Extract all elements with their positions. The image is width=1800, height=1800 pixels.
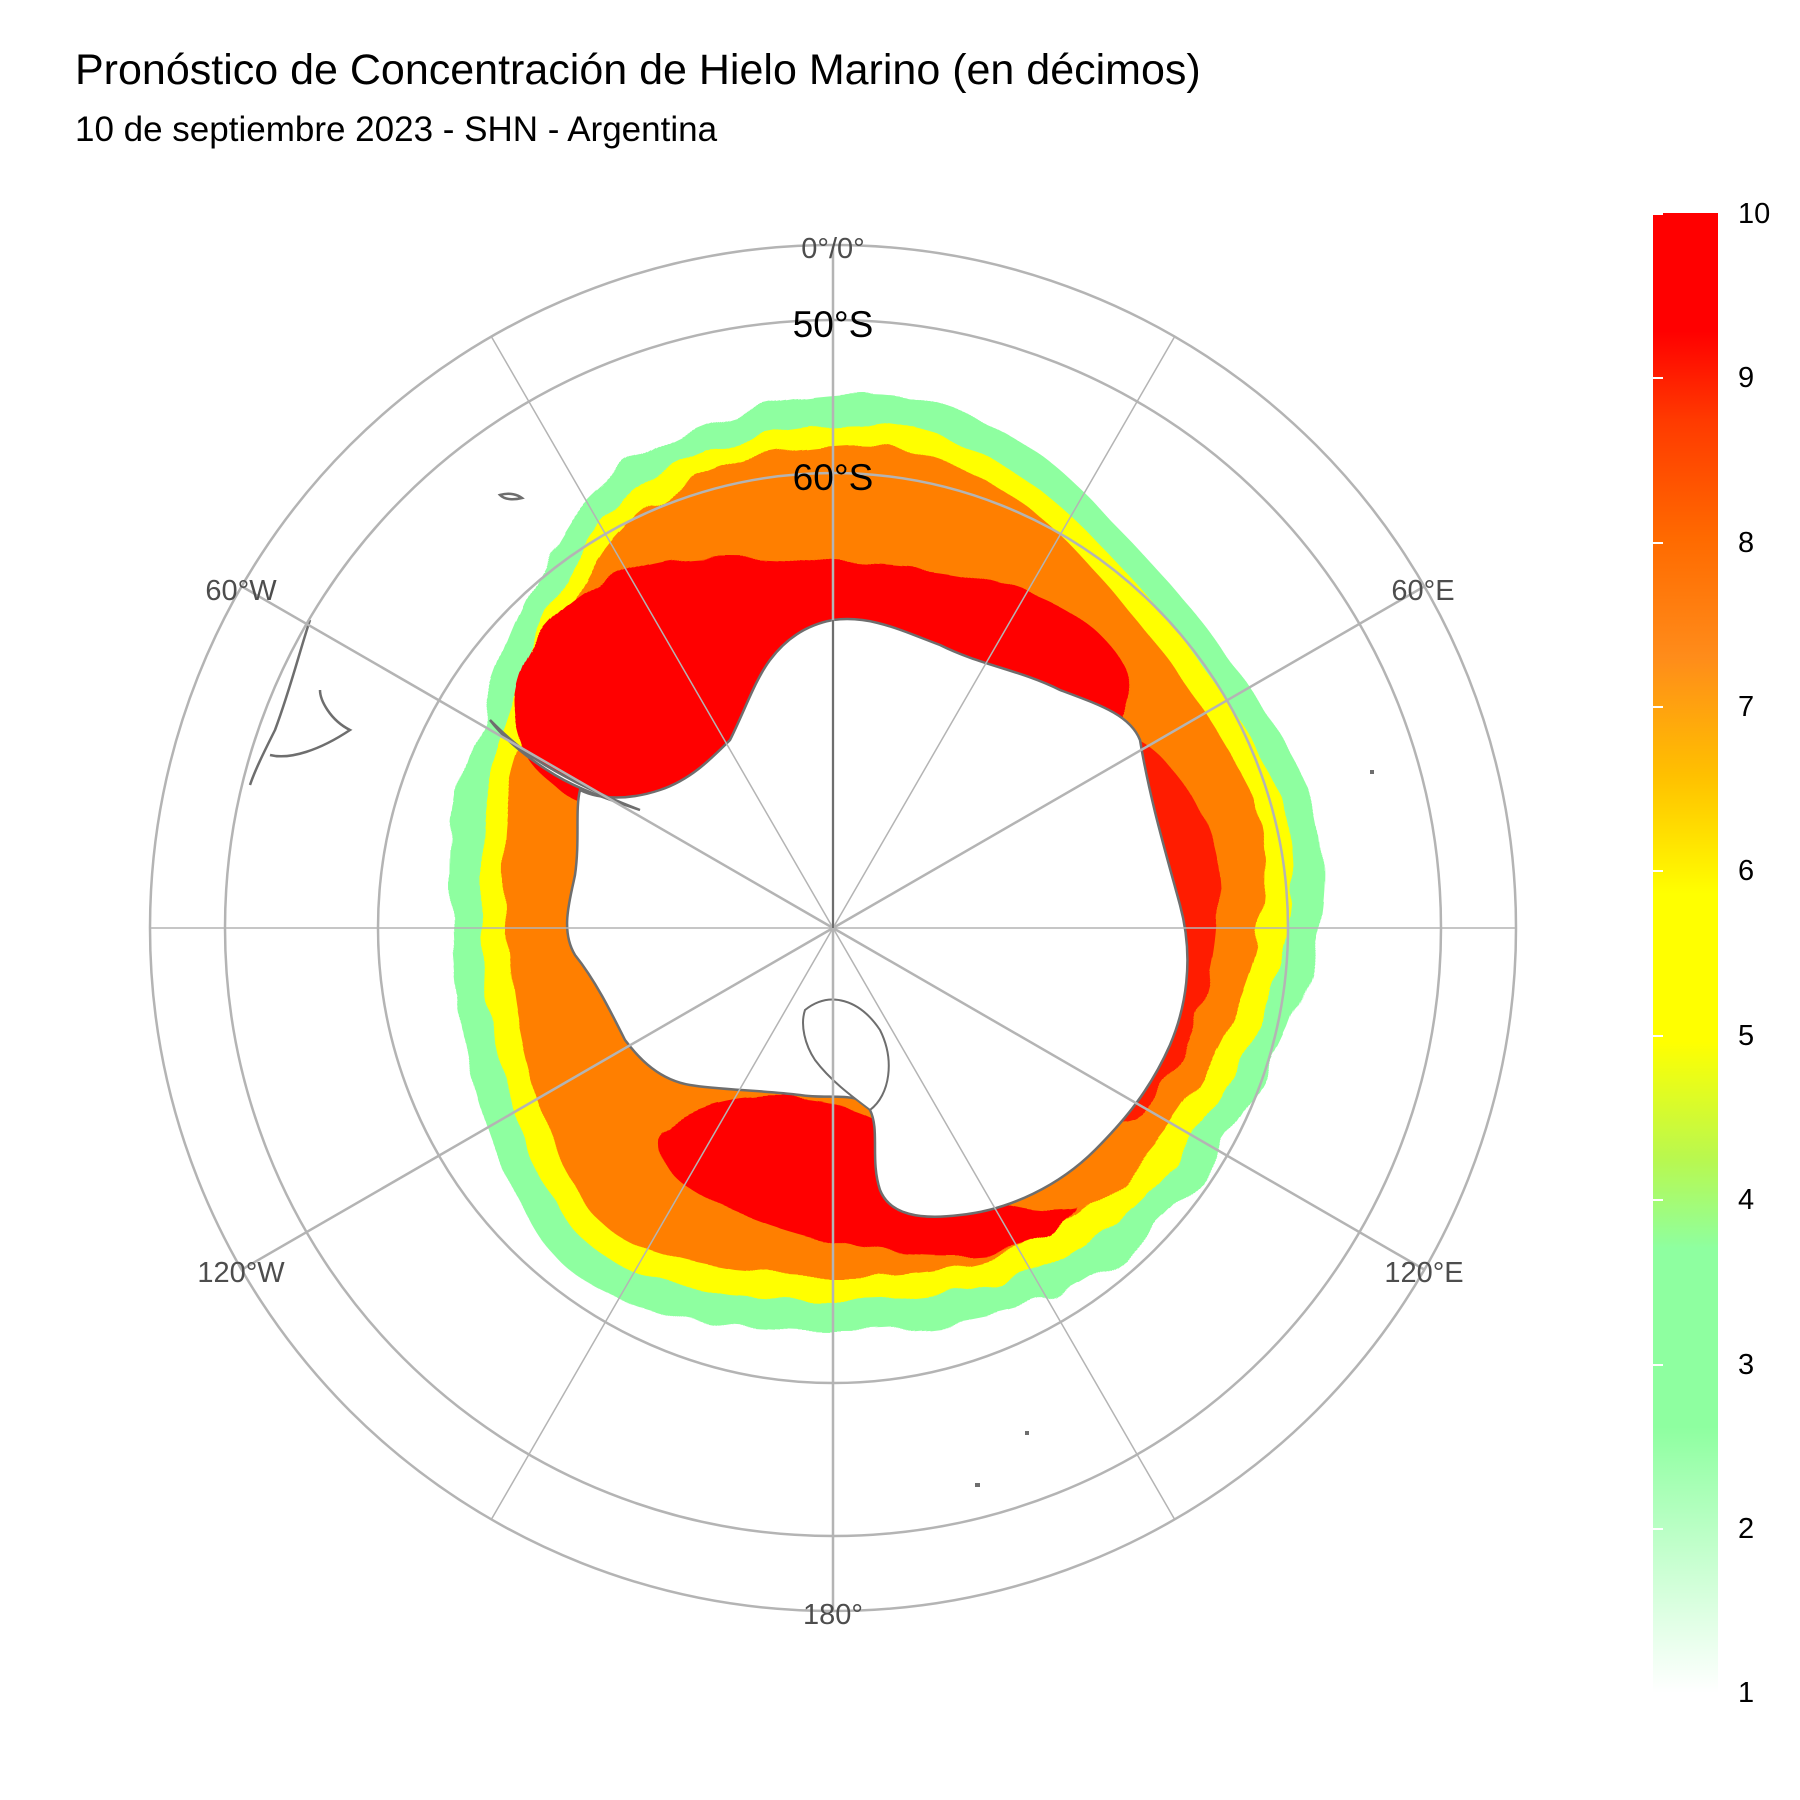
antarctica-continent (565, 617, 1189, 1218)
meridian-30e (832, 335, 1176, 929)
legend-tick-mark (1653, 1199, 1663, 1201)
lon-label-0: 0°/0° (801, 233, 865, 265)
legend-tick-mark (1653, 1528, 1663, 1530)
meridian-60e (832, 584, 1426, 930)
meridian-150w (490, 927, 834, 1521)
auckland-islands (975, 1483, 980, 1487)
meridian-30w (490, 335, 834, 929)
south-america-coast (248, 619, 353, 786)
lon-label-60w: 60°W (205, 575, 277, 607)
meridian-120e (832, 926, 1426, 1272)
legend-tick-6: 6 (1738, 855, 1755, 887)
falkland-islands (497, 492, 525, 501)
ice-band-red-ross (657, 1096, 1080, 1255)
longitude-lines (150, 245, 1516, 1611)
legend-tick-mark (1653, 1035, 1663, 1037)
lat-label-60s: 60°S (793, 457, 874, 498)
legend-tick-4: 4 (1738, 1184, 1755, 1216)
legend-tick-5: 5 (1738, 1020, 1755, 1052)
lat-label-50s: 50°S (793, 304, 874, 345)
legend-tick-mark (1653, 1364, 1663, 1366)
legend-colorbar (1653, 213, 1718, 1693)
macquarie-island (1025, 1431, 1029, 1435)
antarctic-peninsula (489, 719, 641, 812)
legend-tick-1: 1 (1738, 1677, 1755, 1709)
meridian-60w (240, 584, 834, 930)
kerguelen-island (1370, 770, 1374, 774)
ross-ice-shelf (802, 998, 890, 1112)
legend-tick-8: 8 (1738, 527, 1755, 559)
legend-tick-mark (1653, 377, 1663, 379)
meridian-120w (240, 926, 834, 1272)
map-title: Pronóstico de Concentración de Hielo Mar… (75, 46, 1201, 94)
legend-tick-mark (1653, 213, 1663, 215)
legend-tick-7: 7 (1738, 691, 1755, 723)
legend-tick-2: 2 (1738, 1513, 1755, 1545)
legend-tick-mark (1653, 542, 1663, 544)
legend-tick-mark (1653, 870, 1663, 872)
meridian-150e (832, 927, 1176, 1521)
legend-tick-9: 9 (1738, 362, 1755, 394)
lon-label-120e: 120°E (1384, 1257, 1463, 1289)
lon-label-60e: 60°E (1391, 575, 1454, 607)
lon-label-180: 180° (803, 1599, 863, 1631)
legend-tick-3: 3 (1738, 1349, 1755, 1381)
legend-tick-mark (1653, 1692, 1663, 1694)
lon-label-120w: 120°W (197, 1257, 285, 1289)
map-subtitle: 10 de septiembre 2023 - SHN - Argentina (75, 110, 718, 149)
legend-tick-mark (1653, 706, 1663, 708)
legend-tick-10: 10 (1738, 198, 1771, 230)
